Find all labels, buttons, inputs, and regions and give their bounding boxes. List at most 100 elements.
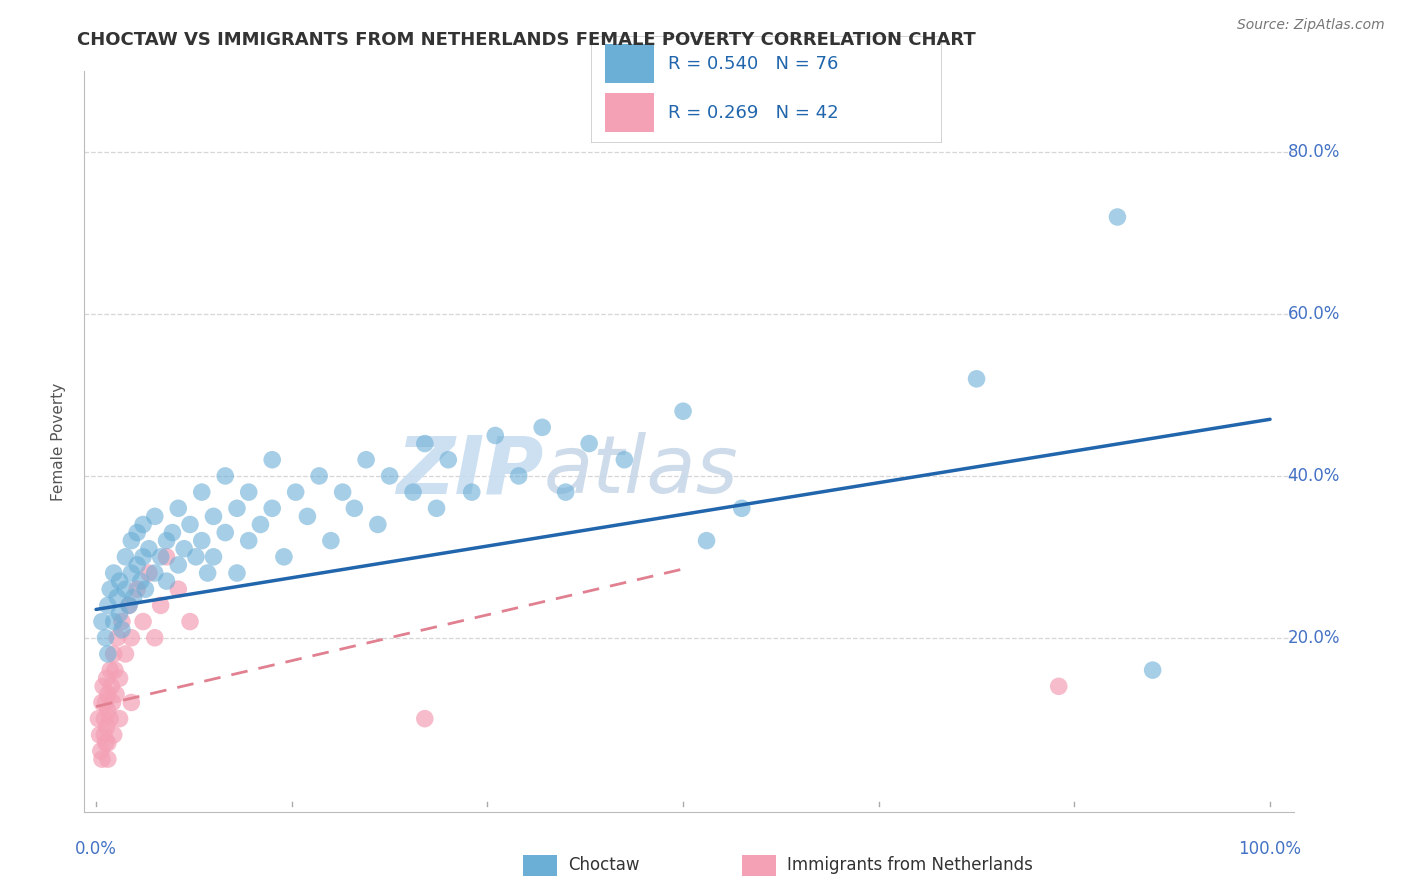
Point <box>97 704 120 718</box>
Point <box>134 582 156 597</box>
Point <box>103 647 125 661</box>
Point <box>284 485 307 500</box>
Point <box>319 533 342 548</box>
Point <box>378 469 401 483</box>
Point <box>173 541 195 556</box>
FancyBboxPatch shape <box>523 855 557 876</box>
Point <box>127 558 149 572</box>
Point <box>461 485 484 500</box>
Point <box>108 607 131 621</box>
Point <box>118 599 141 613</box>
Point <box>413 436 436 450</box>
Point <box>129 574 152 588</box>
Point <box>94 696 117 710</box>
Point <box>97 647 120 661</box>
Point <box>1107 210 1129 224</box>
Point <box>354 452 377 467</box>
Point <box>613 452 636 467</box>
Point <box>238 533 260 548</box>
Point <box>343 501 366 516</box>
Point <box>91 615 114 629</box>
Point <box>226 501 249 516</box>
Point <box>308 469 330 483</box>
Point <box>1047 679 1070 693</box>
Point <box>98 712 121 726</box>
Point <box>101 696 124 710</box>
Text: Choctaw: Choctaw <box>568 856 640 874</box>
Y-axis label: Female Poverty: Female Poverty <box>51 383 66 500</box>
Point <box>97 687 120 701</box>
Point <box>238 485 260 500</box>
Point <box>111 615 134 629</box>
Point <box>162 525 184 540</box>
Point <box>132 549 155 564</box>
Text: 60.0%: 60.0% <box>1288 305 1340 323</box>
Point <box>484 428 506 442</box>
Point <box>149 549 172 564</box>
Point <box>190 533 212 548</box>
Point <box>262 501 284 516</box>
Point <box>91 679 114 693</box>
Point <box>262 452 284 467</box>
Point <box>120 566 142 580</box>
Point <box>127 525 149 540</box>
Point <box>105 631 128 645</box>
Point <box>98 663 121 677</box>
Point <box>214 469 236 483</box>
Point <box>97 736 120 750</box>
Point <box>108 671 131 685</box>
Text: 20.0%: 20.0% <box>1288 629 1340 647</box>
Point <box>96 671 118 685</box>
Point <box>578 436 600 450</box>
Point <box>155 574 177 588</box>
Point <box>202 549 225 564</box>
Point <box>94 736 117 750</box>
Point <box>249 517 271 532</box>
Point <box>91 696 114 710</box>
FancyBboxPatch shape <box>742 855 776 876</box>
Text: ZIP: ZIP <box>396 432 544 510</box>
Point <box>731 501 754 516</box>
Point <box>226 566 249 580</box>
Point <box>91 752 114 766</box>
Text: 40.0%: 40.0% <box>1288 467 1340 485</box>
Point <box>90 744 112 758</box>
Text: R = 0.540   N = 76: R = 0.540 N = 76 <box>668 54 838 72</box>
Point <box>108 574 131 588</box>
Point <box>332 485 354 500</box>
Point <box>93 712 115 726</box>
FancyBboxPatch shape <box>605 94 654 132</box>
Point <box>367 517 389 532</box>
Point <box>437 452 460 467</box>
Point <box>132 615 155 629</box>
Point <box>402 485 425 500</box>
Point <box>89 728 111 742</box>
Point <box>97 752 120 766</box>
Point <box>132 517 155 532</box>
Text: R = 0.269   N = 42: R = 0.269 N = 42 <box>668 103 838 121</box>
Point <box>202 509 225 524</box>
Point <box>97 599 120 613</box>
Point <box>425 501 447 516</box>
Point <box>179 517 201 532</box>
Point <box>297 509 319 524</box>
Point <box>149 599 172 613</box>
Point <box>190 485 212 500</box>
Point <box>120 631 142 645</box>
Point <box>94 631 117 645</box>
Point <box>114 647 136 661</box>
Point <box>114 549 136 564</box>
Point <box>167 558 190 572</box>
Point <box>105 687 128 701</box>
Point <box>138 541 160 556</box>
Point <box>105 591 128 605</box>
Point <box>966 372 988 386</box>
Point <box>413 712 436 726</box>
Point <box>118 599 141 613</box>
Point <box>87 712 110 726</box>
Point <box>103 615 125 629</box>
Text: 80.0%: 80.0% <box>1288 144 1340 161</box>
Point <box>155 549 177 564</box>
Point <box>1142 663 1164 677</box>
Point <box>179 615 201 629</box>
